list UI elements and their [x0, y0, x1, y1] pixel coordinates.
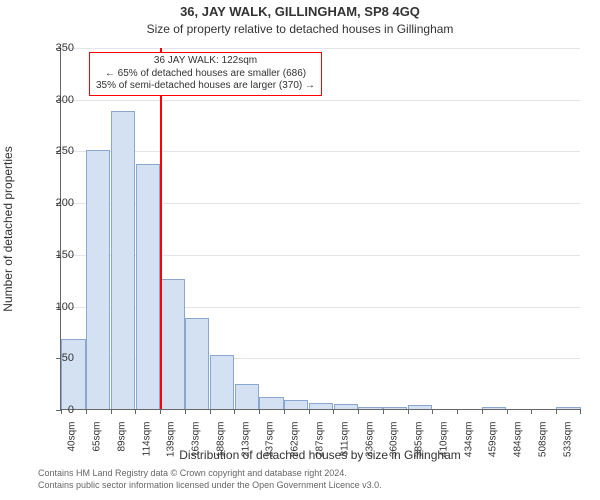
- xtick-mark: [185, 409, 186, 414]
- bar: [284, 400, 308, 409]
- callout-box: 36 JAY WALK: 122sqm← 65% of detached hou…: [89, 52, 322, 96]
- bar: [111, 111, 135, 409]
- title-subtitle: Size of property relative to detached ho…: [0, 22, 600, 36]
- bar: [383, 407, 407, 409]
- xtick-mark: [309, 409, 310, 414]
- xtick-label: 410sqm: [438, 422, 449, 462]
- ytick-label: 250: [44, 145, 74, 157]
- xtick-label: 287sqm: [315, 422, 326, 462]
- xtick-mark: [507, 409, 508, 414]
- xtick-label: 65sqm: [92, 422, 103, 462]
- ytick-label: 200: [44, 197, 74, 209]
- xtick-mark: [160, 409, 161, 414]
- xtick-mark: [86, 409, 87, 414]
- xtick-label: 360sqm: [389, 422, 400, 462]
- xtick-mark: [531, 409, 532, 414]
- gridline-h: [61, 48, 580, 49]
- marker-line: [160, 48, 162, 409]
- ytick-label: 150: [44, 249, 74, 261]
- xtick-mark: [234, 409, 235, 414]
- bar: [136, 164, 160, 409]
- xtick-mark: [135, 409, 136, 414]
- bar: [86, 150, 110, 409]
- footer-line-1: Contains HM Land Registry data © Crown c…: [38, 468, 347, 478]
- bar: [556, 407, 580, 409]
- xtick-mark: [432, 409, 433, 414]
- gridline-h: [61, 151, 580, 152]
- xtick-label: 188sqm: [215, 422, 226, 462]
- xtick-label: 163sqm: [191, 422, 202, 462]
- xtick-mark: [111, 409, 112, 414]
- xtick-label: 311sqm: [339, 422, 350, 462]
- xtick-mark: [556, 409, 557, 414]
- xtick-label: 385sqm: [414, 422, 425, 462]
- callout-line: ← 65% of detached houses are smaller (68…: [96, 68, 315, 81]
- xtick-label: 89sqm: [116, 422, 127, 462]
- xtick-mark: [284, 409, 285, 414]
- xtick-label: 262sqm: [290, 422, 301, 462]
- bar: [160, 279, 184, 409]
- xtick-label: 459sqm: [488, 422, 499, 462]
- bar: [309, 403, 333, 409]
- bar: [358, 407, 382, 409]
- footer-line-2: Contains public sector information licen…: [38, 480, 382, 490]
- xtick-mark: [580, 409, 581, 414]
- xtick-label: 213sqm: [240, 422, 251, 462]
- gridline-h: [61, 100, 580, 101]
- xtick-label: 508sqm: [537, 422, 548, 462]
- xtick-mark: [259, 409, 260, 414]
- ytick-label: 350: [44, 42, 74, 54]
- xtick-label: 484sqm: [513, 422, 524, 462]
- bar: [482, 407, 506, 409]
- ytick-label: 300: [44, 94, 74, 106]
- bar: [235, 384, 259, 409]
- bar: [185, 318, 209, 409]
- xtick-label: 434sqm: [463, 422, 474, 462]
- xtick-label: 237sqm: [265, 422, 276, 462]
- xtick-label: 336sqm: [364, 422, 375, 462]
- y-axis-label: Number of detached properties: [1, 146, 15, 311]
- xtick-label: 114sqm: [141, 422, 152, 462]
- callout-line: 35% of semi-detached houses are larger (…: [96, 80, 315, 93]
- bar: [210, 355, 234, 409]
- xtick-mark: [383, 409, 384, 414]
- xtick-label: 533sqm: [562, 422, 573, 462]
- xtick-label: 40sqm: [67, 422, 78, 462]
- xtick-label: 139sqm: [166, 422, 177, 462]
- figure: 36, JAY WALK, GILLINGHAM, SP8 4GQ Size o…: [0, 0, 600, 500]
- xtick-mark: [482, 409, 483, 414]
- ytick-label: 0: [44, 404, 74, 416]
- callout-line: 36 JAY WALK: 122sqm: [96, 55, 315, 68]
- xtick-mark: [408, 409, 409, 414]
- bar: [334, 404, 358, 409]
- bar: [61, 339, 85, 409]
- xtick-mark: [210, 409, 211, 414]
- ytick-label: 100: [44, 301, 74, 313]
- bar: [408, 405, 432, 409]
- xtick-mark: [358, 409, 359, 414]
- xtick-mark: [333, 409, 334, 414]
- title-address: 36, JAY WALK, GILLINGHAM, SP8 4GQ: [0, 4, 600, 19]
- plot-area: 36 JAY WALK: 122sqm← 65% of detached hou…: [60, 48, 580, 410]
- xtick-mark: [457, 409, 458, 414]
- bar: [259, 397, 283, 409]
- ytick-label: 50: [44, 352, 74, 364]
